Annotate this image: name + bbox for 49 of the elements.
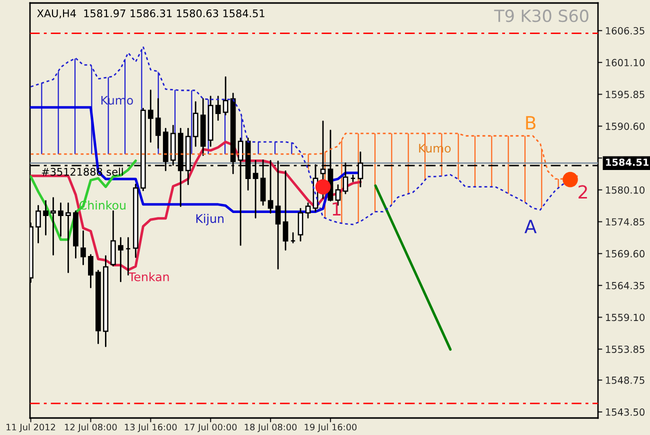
candlestick (36, 204, 41, 244)
candlestick (43, 200, 48, 236)
candlestick (200, 98, 206, 156)
annotation: B (526, 116, 536, 130)
candlestick (132, 184, 138, 258)
candlestick (148, 90, 154, 143)
annotation: Tenkan (128, 272, 169, 282)
candlestick (208, 96, 214, 147)
y-tick-label: 1601.10 (606, 58, 645, 66)
y-tick-label: 1559.10 (606, 314, 645, 322)
y-tick-label: 1569.60 (606, 250, 645, 258)
candlestick (192, 101, 198, 147)
y-tick-label: 1553.85 (606, 346, 644, 353)
x-tick-label: 17 Jul 00:00 (184, 424, 237, 432)
candlestick (58, 202, 64, 237)
line-series (374, 184, 452, 351)
candlestick (103, 255, 108, 348)
y-tick-label: 1564.35 (606, 282, 644, 290)
y-tick-label: 1574.85 (606, 218, 644, 226)
y-tick-label: 1606.35 (606, 27, 644, 34)
candlestick (110, 210, 116, 266)
x-tick-label: 13 Jul 16:00 (124, 424, 177, 432)
annotation: 2 (578, 185, 587, 198)
x-tick-label: 11 Jul 2012 (6, 424, 56, 432)
candlestick (50, 197, 56, 256)
x-tick-label: 19 Jul 16:00 (304, 424, 357, 432)
annotation: A (524, 220, 537, 234)
candlestick (215, 96, 221, 121)
y-tick-label: 1590.60 (606, 122, 645, 130)
candlestick (118, 237, 124, 282)
candlestick (282, 170, 288, 251)
text: XAU,H4 1581.97 1586.31 1580.63 1584.51 (37, 9, 264, 18)
candlestick (80, 230, 86, 266)
ref-line-label: 1584.51 (606, 158, 649, 166)
x-tick-label: 18 Jul 08:00 (244, 424, 297, 432)
annotation: 1 (332, 202, 341, 216)
annotation: Kijun (196, 214, 224, 226)
candlestick (66, 202, 71, 274)
candlestick (222, 76, 228, 116)
y-tick-label: 1580.10 (606, 186, 645, 194)
x-tick-label: 12 Jul 08:00 (65, 424, 117, 432)
y-tick-label: 1543.50 (606, 408, 645, 416)
candlestick (88, 254, 94, 288)
y-tick-label: 1548.75 (606, 376, 644, 384)
candlestick (155, 98, 161, 149)
chart-subtitle: T9 K30 S60 (494, 10, 588, 22)
y-tick-label: 1595.85 (606, 90, 644, 98)
candlestick (96, 270, 101, 344)
candlestick (73, 210, 78, 259)
